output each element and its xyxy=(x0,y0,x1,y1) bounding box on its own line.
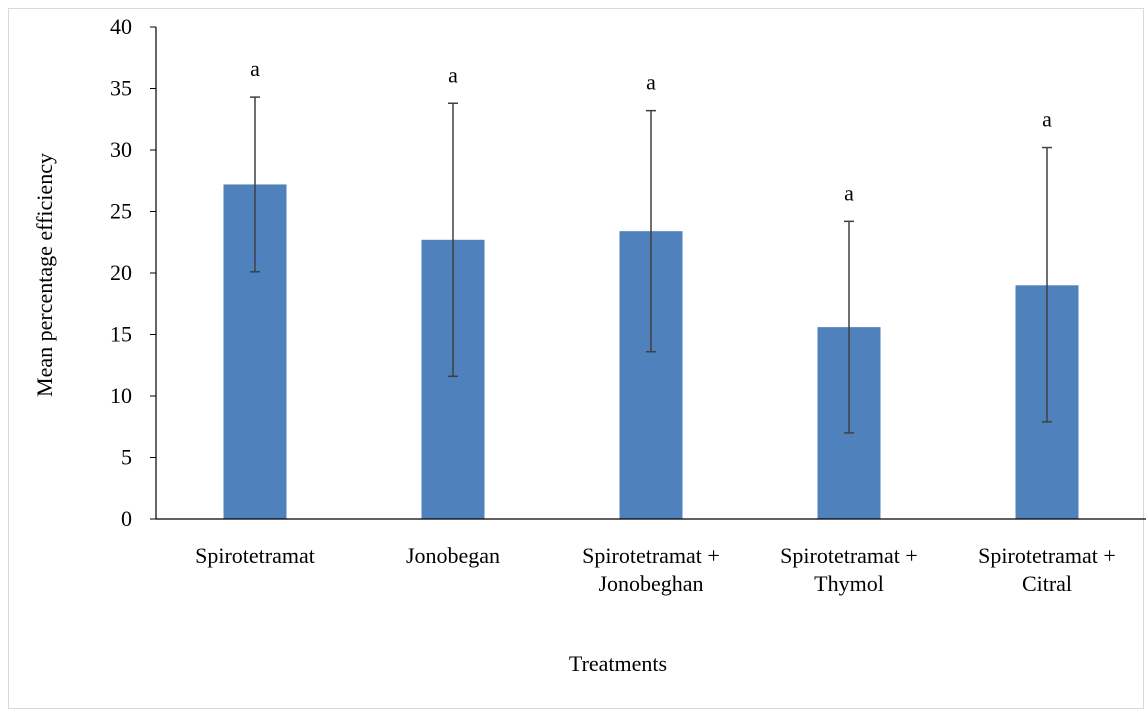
error-bars xyxy=(250,96,1052,434)
x-tick-label: Thymol xyxy=(814,571,884,596)
group-label: a xyxy=(250,56,260,81)
y-tick-label: 15 xyxy=(110,322,132,347)
y-axis-ticks: 0 5 10 15 20 25 30 35 40 xyxy=(110,14,156,531)
x-tick-label: Spirotetramat + xyxy=(780,543,918,568)
x-tick-label: Spirotetramat xyxy=(195,543,315,568)
group-label: a xyxy=(1042,107,1052,132)
y-tick-label: 20 xyxy=(110,260,132,285)
y-tick-label: 10 xyxy=(110,383,132,408)
y-axis-title: Mean percentage efficiency xyxy=(32,153,57,397)
y-tick-label: 5 xyxy=(121,445,132,470)
x-axis-title: Treatments xyxy=(569,651,667,676)
x-tick-label: Citral xyxy=(1022,571,1072,596)
group-label: a xyxy=(448,62,458,87)
group-label: a xyxy=(646,70,656,95)
x-axis-tick-labels: Spirotetramat Jonobegan Spirotetramat + Jon… xyxy=(195,543,1116,596)
x-tick-label: Jonobeghan xyxy=(598,571,703,596)
y-tick-label: 35 xyxy=(110,76,132,101)
y-tick-label: 25 xyxy=(110,199,132,224)
x-tick-label: Jonobegan xyxy=(406,543,500,568)
y-tick-label: 40 xyxy=(110,14,132,39)
group-labels: a a a a a xyxy=(250,56,1052,205)
group-label: a xyxy=(844,180,854,205)
x-tick-label: Spirotetramat + xyxy=(582,543,720,568)
y-axis-title-group: Mean percentage efficiency xyxy=(32,153,57,397)
y-tick-label: 0 xyxy=(121,506,132,531)
x-tick-label: Spirotetramat + xyxy=(978,543,1116,568)
chart-frame xyxy=(8,8,1144,709)
y-tick-label: 30 xyxy=(110,137,132,162)
